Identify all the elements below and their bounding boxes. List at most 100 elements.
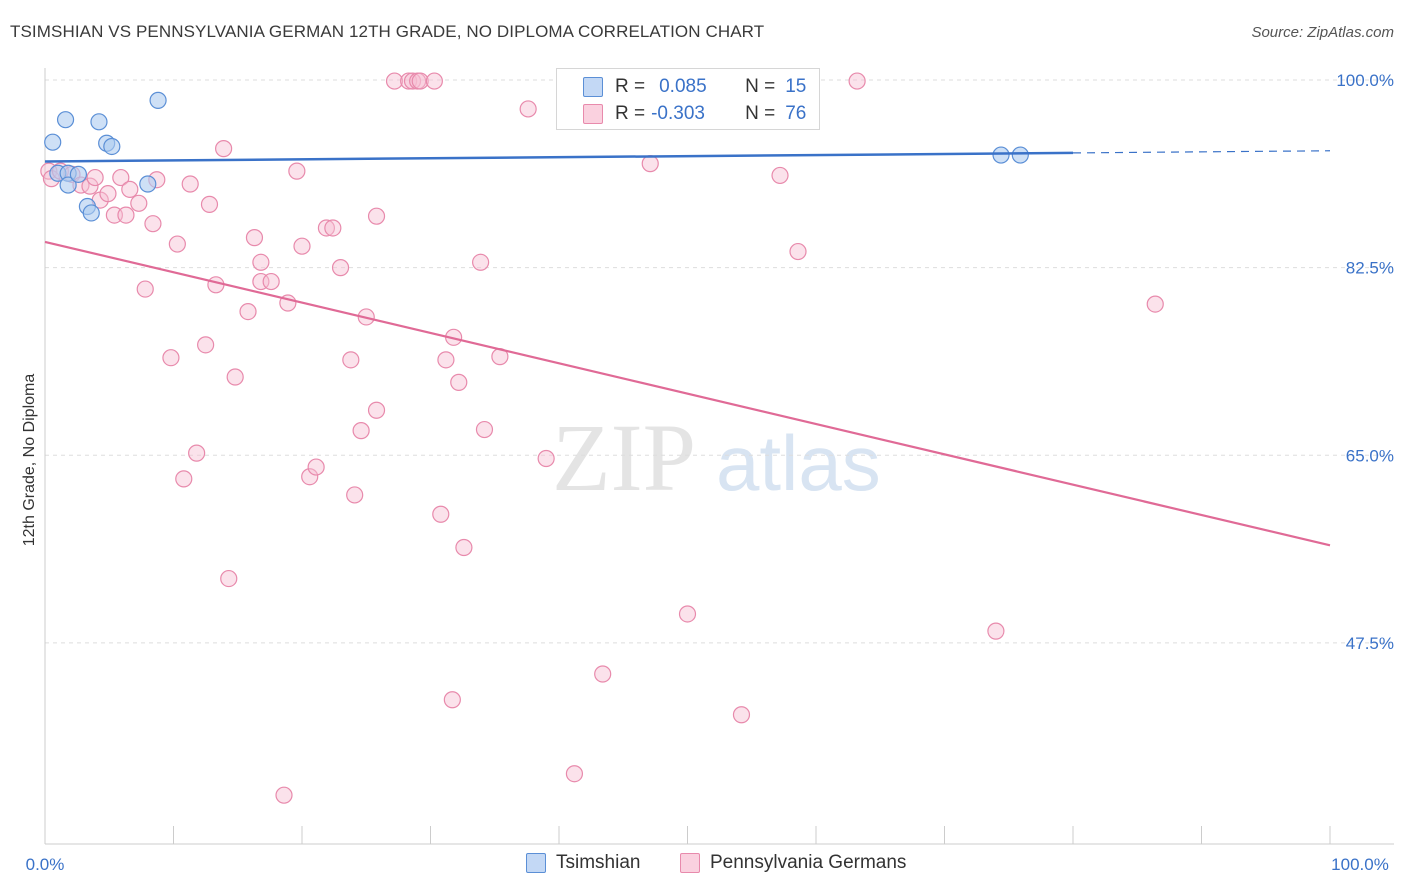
trendline-pennsylvania-germans xyxy=(44,240,1331,547)
trendline-tsimshian-extension xyxy=(1072,150,1331,154)
data-point-pennsylvania-germans xyxy=(594,665,612,683)
data-point-pennsylvania-germans xyxy=(175,470,193,488)
data-point-tsimshian xyxy=(44,133,62,151)
data-point-pennsylvania-germans xyxy=(288,162,306,180)
data-point-tsimshian xyxy=(59,176,77,194)
data-point-pennsylvania-germans xyxy=(117,206,135,224)
data-point-pennsylvania-germans xyxy=(136,280,154,298)
data-point-pennsylvania-germans xyxy=(437,351,455,369)
data-point-pennsylvania-germans xyxy=(455,538,473,557)
data-point-tsimshian xyxy=(1011,146,1029,164)
y-tick-label: 82.5% xyxy=(1346,259,1394,278)
data-point-pennsylvania-germans xyxy=(565,765,584,783)
x-tick-label: 100.0% xyxy=(1331,855,1389,874)
data-point-pennsylvania-germans xyxy=(443,691,461,709)
data-point-tsimshian xyxy=(69,165,88,183)
data-point-pennsylvania-germans xyxy=(385,72,404,90)
legend-r-value: 0.085 xyxy=(659,76,707,97)
bottom-legend-swatch-blue xyxy=(526,853,546,873)
legend-r-label: R = xyxy=(615,103,646,124)
data-point-pennsylvania-germans xyxy=(181,175,199,193)
data-point-pennsylvania-germans xyxy=(346,486,364,504)
chart-title: TSIMSHIAN VS PENNSYLVANIA GERMAN 12TH GR… xyxy=(10,22,765,41)
legend-swatch-pink xyxy=(583,104,603,124)
bottom-legend-label: Pennsylvania Germans xyxy=(710,852,907,873)
data-point-tsimshian xyxy=(56,111,75,129)
y-tick-label: 65.0% xyxy=(1346,446,1394,465)
legend-n-value: 15 xyxy=(785,76,807,97)
data-point-pennsylvania-germans xyxy=(262,272,280,291)
legend-r-label: R = xyxy=(615,76,646,97)
x-tick-label: 0.0% xyxy=(26,855,65,874)
data-point-pennsylvania-germans xyxy=(367,401,386,419)
data-point-pennsylvania-germans xyxy=(86,168,104,187)
data-point-pennsylvania-germans xyxy=(162,349,180,367)
legend-swatch-blue xyxy=(583,77,603,97)
y-tick-label: 47.5% xyxy=(1346,634,1394,653)
data-point-pennsylvania-germans xyxy=(307,458,325,476)
data-point-pennsylvania-germans xyxy=(537,449,555,468)
data-point-pennsylvania-germans xyxy=(207,276,225,294)
data-point-tsimshian xyxy=(139,175,157,193)
bottom-legend-swatch-pink xyxy=(680,853,700,873)
data-point-pennsylvania-germans xyxy=(293,237,311,255)
legend-r-value: -0.303 xyxy=(651,103,705,124)
data-point-pennsylvania-germans xyxy=(215,140,233,158)
legend-n-label: N = xyxy=(745,103,776,124)
data-point-pennsylvania-germans xyxy=(331,259,350,277)
trendline-tsimshian xyxy=(44,151,1074,163)
data-point-tsimshian xyxy=(149,91,167,109)
data-point-pennsylvania-germans xyxy=(130,194,148,212)
data-point-pennsylvania-germans xyxy=(987,622,1005,640)
data-point-tsimshian xyxy=(992,146,1010,164)
legend-row-tsimshian: R = 0.085 N = 15 xyxy=(583,75,806,99)
data-point-pennsylvania-germans xyxy=(450,373,468,391)
data-point-pennsylvania-germans xyxy=(475,420,494,439)
data-point-pennsylvania-germans xyxy=(1146,295,1164,313)
data-point-pennsylvania-germans xyxy=(848,72,866,90)
legend-n-value: 76 xyxy=(785,103,807,124)
data-point-pennsylvania-germans xyxy=(789,242,807,261)
source-credit: Source: ZipAtlas.com xyxy=(1251,24,1394,41)
data-point-pennsylvania-germans xyxy=(239,303,257,321)
legend: R = 0.085 N = 15 R = -0.303 N = 76 xyxy=(556,68,820,130)
data-point-pennsylvania-germans xyxy=(81,177,99,195)
data-point-pennsylvania-germans xyxy=(641,155,659,173)
bottom-legend-tsimshian: Tsimshian xyxy=(526,852,640,874)
data-point-pennsylvania-germans xyxy=(188,444,206,462)
data-point-pennsylvania-germans xyxy=(425,72,443,90)
data-point-pennsylvania-germans xyxy=(121,180,139,198)
data-point-pennsylvania-germans xyxy=(112,168,130,187)
data-point-pennsylvania-germans xyxy=(301,468,319,486)
y-tick-label: 100.0% xyxy=(1336,71,1394,90)
data-point-pennsylvania-germans xyxy=(732,706,751,724)
data-point-tsimshian xyxy=(103,137,121,156)
data-point-pennsylvania-germans xyxy=(472,253,490,271)
data-point-pennsylvania-germans xyxy=(411,72,429,90)
data-point-pennsylvania-germans xyxy=(771,166,789,185)
data-point-pennsylvania-germans xyxy=(342,351,360,369)
data-point-pennsylvania-germans xyxy=(519,100,537,118)
data-point-pennsylvania-germans xyxy=(226,368,244,386)
data-point-pennsylvania-germans xyxy=(324,219,342,237)
watermark-zip: ZIP xyxy=(552,404,696,511)
bottom-legend-pennsylvania-germans: Pennsylvania Germans xyxy=(680,852,906,874)
data-point-pennsylvania-germans xyxy=(197,336,215,354)
data-point-pennsylvania-germans xyxy=(352,422,370,440)
bottom-legend: Tsimshian Pennsylvania Germans xyxy=(0,852,1406,878)
legend-n-label: N = xyxy=(745,76,776,97)
data-point-pennsylvania-germans xyxy=(317,219,336,237)
data-point-pennsylvania-germans xyxy=(200,195,219,213)
data-point-pennsylvania-germans xyxy=(144,215,162,233)
data-point-pennsylvania-germans xyxy=(275,786,293,804)
data-point-pennsylvania-germans xyxy=(245,229,264,247)
data-point-pennsylvania-germans xyxy=(168,235,186,253)
data-point-pennsylvania-germans xyxy=(252,253,270,271)
watermark-atlas: atlas xyxy=(716,419,881,507)
data-point-tsimshian xyxy=(90,113,108,131)
data-point-pennsylvania-germans xyxy=(678,605,697,623)
data-point-pennsylvania-germans xyxy=(99,185,117,203)
data-point-pennsylvania-germans xyxy=(432,505,450,523)
data-point-pennsylvania-germans xyxy=(220,569,238,588)
